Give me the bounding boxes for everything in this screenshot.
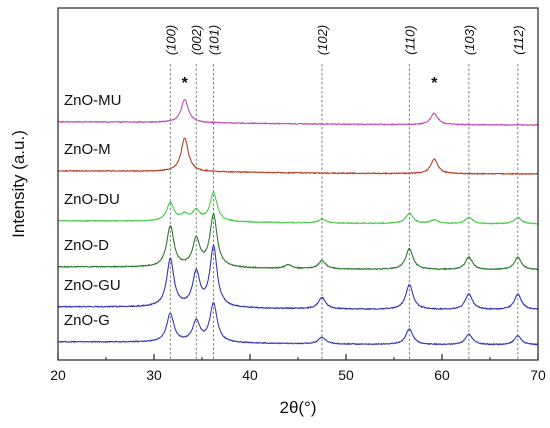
series-line-zno-gu: [57, 244, 539, 311]
x-tick-label: 50: [338, 367, 354, 383]
x-tick-label: 40: [242, 367, 258, 383]
hkl-label: (103): [462, 25, 477, 55]
impurity-star: *: [182, 75, 189, 92]
series-line-zno-du: [57, 191, 539, 225]
hkl-label: (110): [402, 25, 417, 54]
x-tick-label: 60: [434, 367, 450, 383]
series-line-zno-g: [57, 301, 539, 346]
series-label: ZnO-DU: [64, 191, 120, 208]
x-tick-label: 30: [146, 367, 162, 383]
impurity-markers: * *: [182, 75, 439, 92]
hkl-label: (112): [511, 25, 526, 54]
plot-frame: [57, 7, 539, 361]
peak-labels: (100) (002) (101) (102) (110) (103) (112): [163, 25, 526, 55]
hkl-label: (100): [163, 25, 178, 55]
series-line-zno-m: [57, 137, 539, 176]
y-axis-title: Intensity (a.u.): [9, 130, 28, 238]
hkl-label: (101): [207, 25, 222, 55]
series-lines: [57, 99, 539, 346]
series-label: ZnO-D: [64, 237, 109, 254]
x-axis-title: 2θ(°): [279, 398, 316, 417]
x-tick-label: 70: [530, 367, 546, 383]
series-line-zno-d: [57, 212, 539, 271]
hkl-label: (002): [189, 25, 204, 55]
impurity-star: *: [431, 75, 438, 92]
series-labels: ZnO-G ZnO-GU ZnO-D ZnO-DU ZnO-M ZnO-MU: [64, 92, 122, 329]
series-line-zno-mu: [57, 99, 539, 127]
series-label: ZnO-M: [64, 141, 111, 158]
x-tick-label: 20: [50, 367, 66, 383]
reference-lines: [169, 64, 519, 360]
hkl-label: (102): [315, 25, 330, 55]
series-label: ZnO-G: [64, 312, 110, 329]
series-label: ZnO-MU: [64, 92, 122, 109]
series-label: ZnO-GU: [64, 277, 121, 294]
x-axis: 20 30 40 50 60 70: [50, 354, 546, 383]
